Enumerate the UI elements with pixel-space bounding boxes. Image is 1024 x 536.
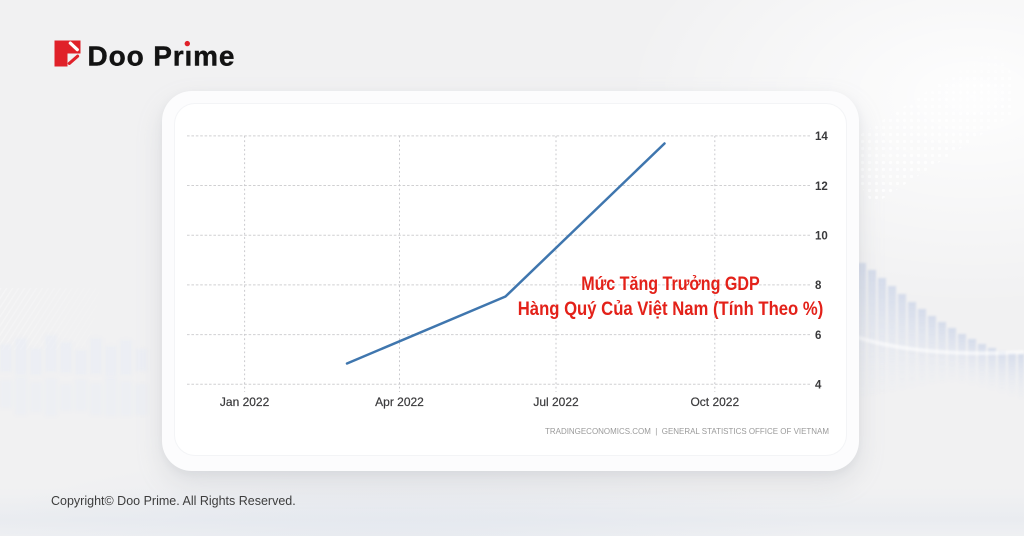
svg-text:Doo Prıme: Doo Prıme <box>88 41 235 72</box>
svg-text:TRADINGECONOMICS.COM | GENER: TRADINGECONOMICS.COM | GENERAL STATISTIC… <box>545 426 829 436</box>
svg-text:Oct 2022: Oct 2022 <box>690 395 739 409</box>
svg-text:Apr 2022: Apr 2022 <box>375 395 424 409</box>
svg-text:8: 8 <box>815 280 822 292</box>
svg-text:4: 4 <box>815 380 822 392</box>
svg-text:6: 6 <box>815 330 821 342</box>
svg-text:Jul 2022: Jul 2022 <box>533 395 579 409</box>
svg-text:14: 14 <box>815 131 828 143</box>
svg-text:Mức Tăng Trưởng GDP: Mức Tăng Trưởng GDP <box>581 274 760 295</box>
svg-text:Hàng Quý Của Việt Nam (Tính Th: Hàng Quý Của Việt Nam (Tính Theo %) <box>518 299 824 320</box>
svg-text:10: 10 <box>815 231 828 243</box>
svg-text:12: 12 <box>815 181 828 193</box>
svg-text:Jan 2022: Jan 2022 <box>220 395 270 409</box>
